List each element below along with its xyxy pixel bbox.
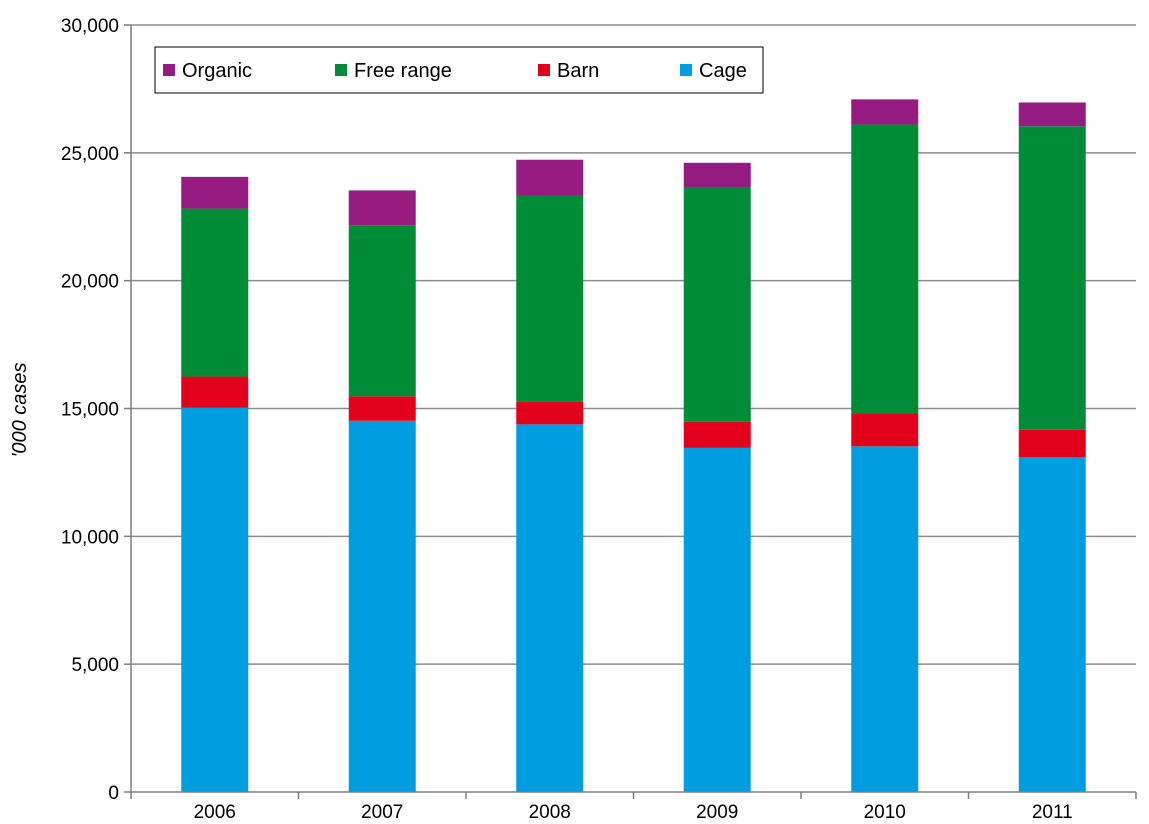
x-tick-label: 2009 [696,802,738,823]
bar-organic-2006 [181,176,249,209]
y-tick-label: 5,000 [71,655,119,676]
bar-organic-2008 [516,159,584,196]
bar-organic-2009 [683,162,751,188]
y-tick-label: 20,000 [61,272,119,293]
y-tick-labels: 0 5,000 10,000 15,000 20,000 25,000 30,000 [61,16,119,804]
x-tick-labels: 2006 2007 2008 2009 2010 2011 [194,802,1073,823]
bar-organic-2007 [348,190,416,226]
bar-free-range-2008 [516,195,584,402]
bar-barn-2007 [348,396,416,421]
y-tick-label: 10,000 [61,527,119,548]
legend-swatch-free-range [335,64,347,76]
legend-swatch-cage [680,64,692,76]
bar-free-range-2011 [1018,126,1086,430]
y-tick-label: 15,000 [61,400,119,421]
x-tick-label: 2006 [194,802,236,823]
legend-label-barn: Barn [557,60,599,82]
y-tick-label: 25,000 [61,144,119,165]
bar-free-range-2006 [181,208,249,377]
bar-cage-2010 [851,446,919,792]
bar-cage-2009 [683,447,751,792]
bar-barn-2008 [516,401,584,425]
axes [124,24,1137,799]
gridlines [131,24,1136,665]
bar-barn-2006 [181,376,249,408]
x-tick-label: 2007 [361,802,403,823]
y-axis-title: '000 cases [9,363,31,458]
legend-swatch-barn [538,64,550,76]
legend-swatch-organic [163,64,175,76]
legend-box [154,46,764,94]
bar-free-range-2009 [683,187,751,422]
y-tick-label: 0 [108,783,119,804]
x-tick-label: 2011 [1032,802,1073,823]
bar-free-range-2010 [851,124,919,414]
legend-label-organic: Organic [182,60,252,82]
bar-cage-2007 [348,420,416,792]
bar-organic-2011 [1018,102,1086,127]
x-tick-label: 2010 [864,802,906,823]
bar-cage-2006 [181,407,249,792]
bar-barn-2011 [1018,429,1086,458]
y-tick-label: 30,000 [61,16,119,37]
bar-barn-2009 [683,421,751,448]
x-tick-label: 2008 [529,802,571,823]
bar-free-range-2007 [348,225,416,397]
bars [181,99,1086,792]
legend: Organic Free range Barn Cage [154,46,764,94]
bar-cage-2008 [516,424,584,792]
bar-cage-2011 [1018,457,1086,792]
bar-barn-2010 [851,413,919,447]
bar-organic-2010 [851,99,919,125]
legend-label-cage: Cage [699,60,747,82]
legend-label-free-range: Free range [354,60,452,82]
